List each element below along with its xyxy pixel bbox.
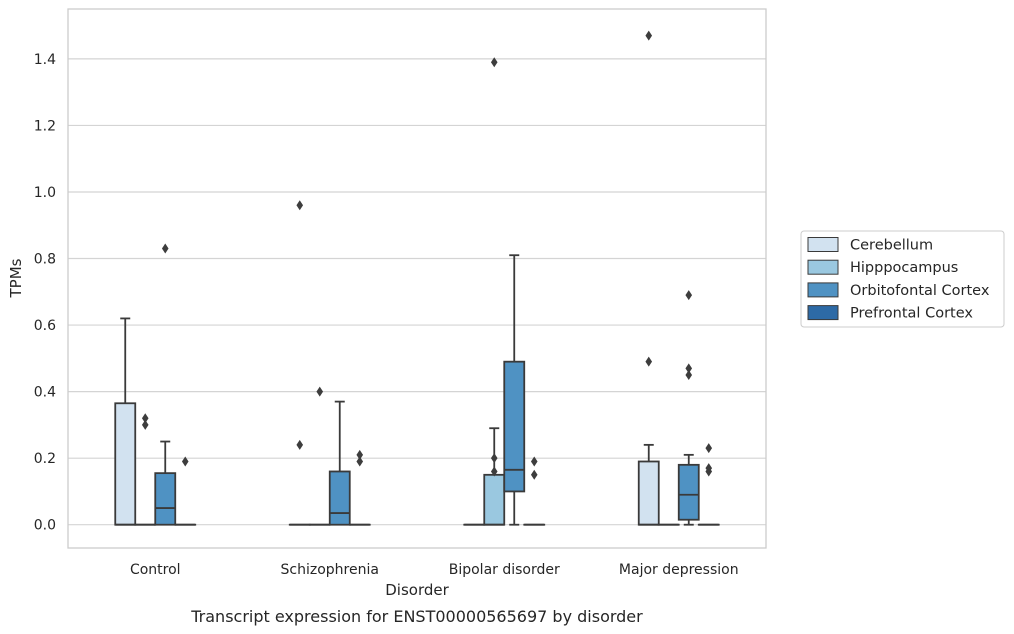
box-cerebellum bbox=[637, 30, 660, 526]
figure-caption: Transcript expression for ENST0000056569… bbox=[190, 607, 643, 626]
plot-frame bbox=[67, 8, 767, 549]
box-layer bbox=[114, 30, 720, 526]
x-tick-labels: Control Schizophrenia Bipolar disorder Majo… bbox=[130, 562, 739, 578]
y-axis-label: TPMs bbox=[7, 258, 25, 298]
y-tick-label: 0.0 bbox=[34, 518, 56, 534]
outlier-point bbox=[705, 443, 713, 454]
y-tick-label: 0.2 bbox=[34, 451, 56, 467]
x-tick-label: Schizophrenia bbox=[281, 562, 379, 578]
box-orbitofontal-cortex bbox=[328, 400, 351, 526]
box-prefrontal-cortex bbox=[697, 443, 720, 526]
outlier-point bbox=[490, 466, 498, 477]
outlier-point bbox=[356, 449, 364, 460]
box-cerebellum bbox=[114, 317, 137, 526]
y-tick-label: 0.8 bbox=[34, 252, 56, 268]
outlier-point bbox=[530, 469, 538, 480]
x-tick-label: Control bbox=[130, 562, 181, 578]
legend-swatch bbox=[807, 282, 839, 298]
box-prefrontal-cortex bbox=[174, 456, 197, 526]
y-tick-label: 0.6 bbox=[34, 318, 56, 334]
outlier-point bbox=[685, 369, 693, 380]
box-body bbox=[637, 460, 660, 526]
box-orbitofontal-cortex bbox=[154, 243, 177, 526]
y-tick-label: 1.0 bbox=[34, 185, 56, 201]
outlier-point bbox=[141, 419, 149, 430]
outlier-point bbox=[296, 439, 304, 450]
legend-label: Orbitofontal Cortex bbox=[850, 283, 990, 299]
y-tick-label: 0.4 bbox=[34, 385, 56, 401]
outlier-point bbox=[181, 456, 189, 467]
box-body bbox=[114, 402, 137, 526]
outlier-point bbox=[161, 243, 169, 254]
legend-swatch bbox=[807, 259, 839, 275]
legend: Cerebellum Hipppocampus Orbitofontal Corte… bbox=[800, 230, 1005, 328]
legend-swatch bbox=[807, 305, 839, 321]
box-prefrontal-cortex bbox=[348, 449, 371, 526]
outlier-point bbox=[685, 290, 693, 301]
box-hipppocampus bbox=[483, 57, 506, 526]
box-hipppocampus bbox=[134, 413, 157, 526]
outlier-point bbox=[316, 386, 324, 397]
box-body bbox=[503, 360, 526, 493]
outlier-point bbox=[685, 363, 693, 374]
y-tick-label: 1.2 bbox=[34, 118, 56, 134]
x-axis-label: Disorder bbox=[385, 581, 449, 599]
outlier-point bbox=[645, 30, 653, 41]
outlier-point bbox=[530, 456, 538, 467]
box-body bbox=[154, 472, 177, 526]
legend-label: Hipppocampus bbox=[850, 260, 958, 276]
legend-swatch bbox=[807, 237, 839, 252]
outlier-point bbox=[356, 456, 364, 467]
box-body bbox=[483, 473, 506, 526]
x-tick-label: Major depression bbox=[619, 562, 739, 578]
outlier-point bbox=[645, 356, 653, 367]
box-orbitofontal-cortex bbox=[503, 254, 526, 526]
y-tick-label: 1.4 bbox=[34, 52, 56, 68]
outlier-point bbox=[705, 463, 713, 474]
box-prefrontal-cortex bbox=[523, 456, 546, 526]
outlier-point bbox=[141, 413, 149, 424]
y-tick-labels: 0.0 0.2 0.4 0.6 0.8 1.0 1.2 1.4 bbox=[34, 52, 56, 534]
outlier-point bbox=[490, 453, 498, 464]
outlier-point bbox=[296, 200, 304, 211]
outlier-point bbox=[490, 57, 498, 68]
box-body bbox=[328, 470, 351, 526]
legend-frame bbox=[800, 230, 1005, 328]
legend-label: Cerebellum bbox=[850, 238, 933, 254]
box-body bbox=[677, 463, 700, 521]
legend-label: Prefrontal Cortex bbox=[850, 306, 973, 322]
x-tick-label: Bipolar disorder bbox=[449, 562, 560, 578]
box-orbitofontal-cortex bbox=[677, 290, 700, 526]
